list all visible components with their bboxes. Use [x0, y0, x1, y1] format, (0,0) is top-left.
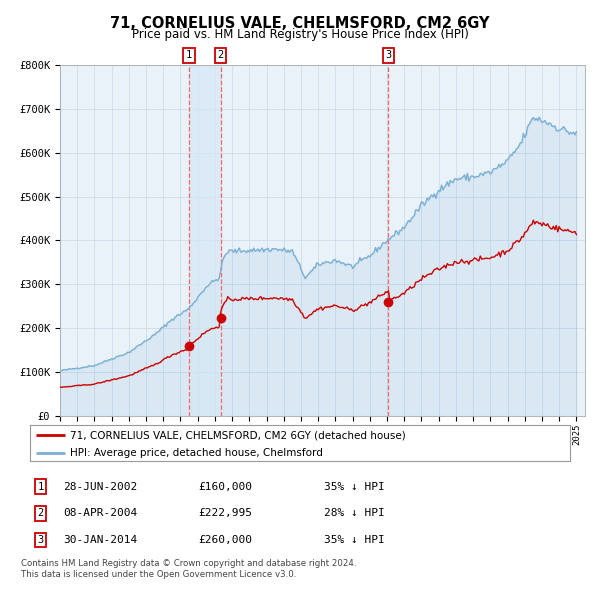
Text: HPI: Average price, detached house, Chelmsford: HPI: Average price, detached house, Chel… [71, 448, 323, 458]
Text: Price paid vs. HM Land Registry's House Price Index (HPI): Price paid vs. HM Land Registry's House … [131, 28, 469, 41]
Text: 3: 3 [385, 50, 392, 60]
Text: 2: 2 [218, 50, 224, 60]
Bar [189, 65, 221, 416]
Text: 35% ↓ HPI: 35% ↓ HPI [324, 482, 385, 491]
Text: 28% ↓ HPI: 28% ↓ HPI [324, 509, 385, 518]
Text: Contains HM Land Registry data © Crown copyright and database right 2024.: Contains HM Land Registry data © Crown c… [21, 559, 356, 568]
Text: 1: 1 [38, 482, 44, 491]
Text: This data is licensed under the Open Government Licence v3.0.: This data is licensed under the Open Gov… [21, 571, 296, 579]
Text: £160,000: £160,000 [198, 482, 252, 491]
Text: 2: 2 [38, 509, 44, 518]
Text: 71, CORNELIUS VALE, CHELMSFORD, CM2 6GY: 71, CORNELIUS VALE, CHELMSFORD, CM2 6GY [110, 16, 490, 31]
Text: 08-APR-2004: 08-APR-2004 [63, 509, 137, 518]
Text: 1: 1 [186, 50, 192, 60]
Text: 28-JUN-2002: 28-JUN-2002 [63, 482, 137, 491]
Text: £222,995: £222,995 [198, 509, 252, 518]
Text: £260,000: £260,000 [198, 535, 252, 545]
Text: 30-JAN-2014: 30-JAN-2014 [63, 535, 137, 545]
Text: 71, CORNELIUS VALE, CHELMSFORD, CM2 6GY (detached house): 71, CORNELIUS VALE, CHELMSFORD, CM2 6GY … [71, 430, 406, 440]
Text: 3: 3 [38, 535, 44, 545]
Text: 35% ↓ HPI: 35% ↓ HPI [324, 535, 385, 545]
